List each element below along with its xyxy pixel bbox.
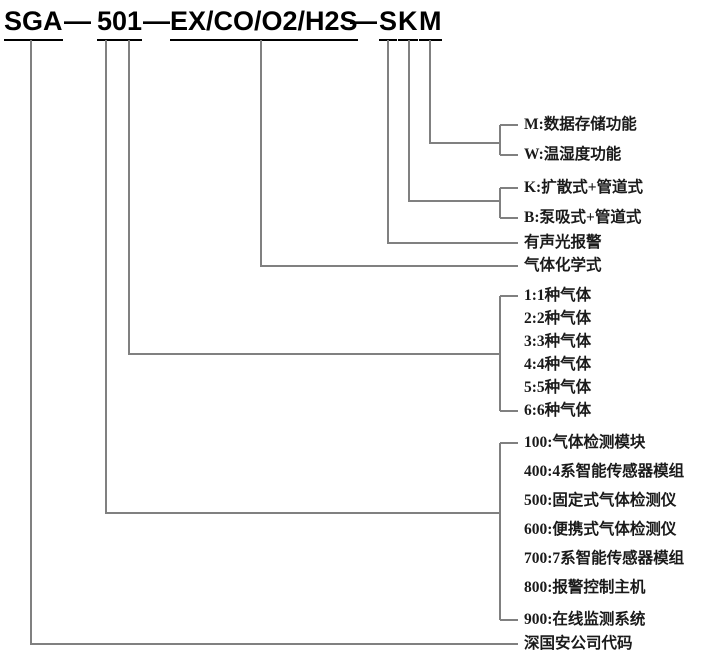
label-gas-count-4: 4:4种气体 <box>524 356 592 373</box>
label-gas-count-6: 6:6种气体 <box>524 402 592 419</box>
leader-line-gas-formula <box>260 40 518 267</box>
leader-line-product-series <box>105 40 500 514</box>
label-gas-count-3: 3:3种气体 <box>524 333 592 350</box>
label-product-series-900: 900:在线监测系统 <box>524 611 646 628</box>
label-product-series-100: 100:气体检测模块 <box>524 434 646 451</box>
code-dash-3: — <box>350 6 377 36</box>
code-dash-1: — <box>64 6 91 36</box>
label-product-series-500: 500:固定式气体检测仪 <box>524 492 677 509</box>
leader-line-storage-function <box>429 40 500 144</box>
code-segment-series: 501 <box>97 4 143 41</box>
leader-line-sampling-type <box>408 40 500 202</box>
label-sampling-b: B:泵吸式+管道式 <box>524 209 642 226</box>
label-sampling-k: K:扩散式+管道式 <box>524 179 644 196</box>
label-alarm-type: 有声光报警 <box>524 234 602 251</box>
label-gas-count-5: 5:5种气体 <box>524 379 592 396</box>
label-company-code: 深国安公司代码 <box>524 635 633 652</box>
label-storage-w: W:温湿度功能 <box>524 146 622 163</box>
model-code-header: SGA — 501 — EX/CO/O2/H2S — S K M <box>0 0 470 42</box>
leader-line-company-code <box>30 40 518 645</box>
code-segment-company: SGA <box>4 4 63 41</box>
label-gas-count-1: 1:1种气体 <box>524 287 592 304</box>
label-product-series-800: 800:报警控制主机 <box>524 579 646 596</box>
label-product-series-600: 600:便携式气体检测仪 <box>524 521 677 538</box>
label-gas-formula: 气体化学式 <box>524 257 602 274</box>
leader-line-gas-count <box>128 40 500 355</box>
label-product-series-400: 400:4系智能传感器模组 <box>524 463 685 480</box>
code-dash-2: — <box>143 6 170 36</box>
label-storage-m: M:数据存储功能 <box>524 116 637 133</box>
label-gas-count-2: 2:2种气体 <box>524 310 592 327</box>
label-product-series-700: 700:7系智能传感器模组 <box>524 550 685 567</box>
code-segment-suffix-k: K <box>398 4 418 41</box>
code-segment-gas: EX/CO/O2/H2S <box>170 4 358 41</box>
leader-line-alarm-type <box>387 40 518 244</box>
